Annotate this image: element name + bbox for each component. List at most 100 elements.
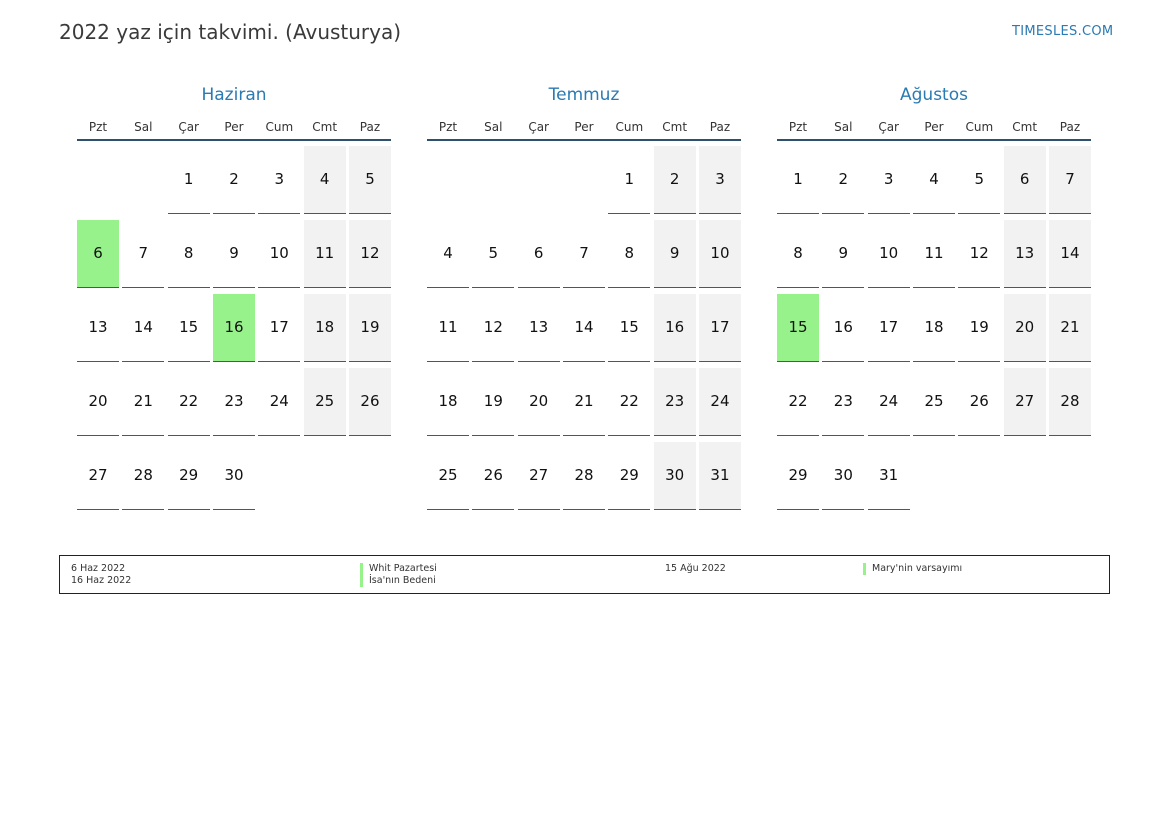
day-grid: 1 2 3 4 5 6 7 8 9 10 11 12 13 14 15 16 17 18 19 20 21 22 23 24 2…	[77, 146, 391, 510]
day-cell: 24	[867, 368, 910, 436]
day-cell: 1	[167, 146, 210, 214]
empty-cell	[122, 146, 164, 213]
day-cell: 5	[348, 146, 391, 214]
day-cell: 30	[653, 442, 696, 510]
day-cell: 4	[427, 220, 469, 288]
day-cell: 26	[348, 368, 391, 436]
month-calendar: Haziran Pzt Sal Çar Per Cum Cmt Paz 1 2 3 4 5 6 7 8 9 10 1…	[77, 84, 391, 510]
day-cell: 8	[167, 220, 210, 288]
weekday-label: Pzt	[88, 120, 108, 134]
day-cell: 16	[822, 294, 865, 362]
day-cell: 5	[958, 146, 1001, 214]
day-cell: 18	[303, 294, 346, 362]
day-cell: 15	[608, 294, 651, 362]
weekday-label: Cum	[265, 120, 294, 134]
day-cell: 2	[822, 146, 865, 214]
holiday-day-cell: 6	[77, 220, 119, 288]
weekday-label: Çar	[878, 120, 899, 134]
day-cell: 18	[912, 294, 955, 362]
day-cell: 28	[1048, 368, 1091, 436]
day-cell: 10	[258, 220, 301, 288]
month-calendar: Ağustos Pzt Sal Çar Per Cum Cmt Paz 1 2 3 4 5 6 7 8 9 10 1…	[777, 84, 1091, 510]
day-cell: 29	[777, 442, 819, 510]
month-calendar: Temmuz Pzt Sal Çar Per Cum Cmt Paz 1 2 3 4 5 6 7 8 9 10 11…	[427, 84, 741, 510]
month-name: Temmuz	[548, 85, 620, 105]
weekday-label: Sal	[484, 120, 503, 134]
month-name: Ağustos	[900, 85, 968, 105]
day-cell: 23	[212, 368, 255, 436]
day-cell: 11	[303, 220, 346, 288]
day-cell: 21	[1048, 294, 1091, 362]
day-cell: 26	[958, 368, 1001, 436]
weekday-label: Cmt	[312, 120, 338, 134]
day-cell: 15	[167, 294, 210, 362]
day-cell: 2	[212, 146, 255, 214]
day-cell: 3	[698, 146, 741, 214]
day-cell: 23	[653, 368, 696, 436]
weekday-header: Pzt Sal Çar Per Cum Cmt Paz	[427, 117, 741, 141]
empty-cell	[472, 146, 514, 213]
day-cell: 9	[822, 220, 865, 288]
holiday-day-cell: 15	[777, 294, 819, 362]
day-cell: 13	[1003, 220, 1046, 288]
weekday-label: Paz	[709, 120, 731, 134]
weekday-label: Cmt	[662, 120, 688, 134]
weekday-label: Per	[224, 120, 244, 134]
legend-date: 16 Haz 2022	[71, 575, 132, 586]
weekday-header: Pzt Sal Çar Per Cum Cmt Paz	[77, 117, 391, 141]
weekday-header: Pzt Sal Çar Per Cum Cmt Paz	[777, 117, 1091, 141]
day-cell: 25	[912, 368, 955, 436]
legend-holiday-name: İsa'nın Bedeni	[360, 575, 437, 587]
day-cell: 12	[348, 220, 391, 288]
day-cell: 24	[698, 368, 741, 436]
day-cell: 22	[167, 368, 210, 436]
day-cell: 7	[1048, 146, 1091, 214]
day-cell: 17	[258, 294, 301, 362]
day-cell: 30	[212, 442, 255, 510]
day-cell: 9	[212, 220, 255, 288]
day-cell: 16	[653, 294, 696, 362]
day-cell: 23	[822, 368, 865, 436]
page-title: 2022 yaz için takvimi. (Avusturya)	[59, 20, 402, 44]
weekday-label: Sal	[134, 120, 153, 134]
day-cell: 29	[608, 442, 651, 510]
day-cell: 18	[427, 368, 469, 436]
legend-names-left: Whit Pazartesi İsa'nın Bedeni	[360, 563, 437, 587]
day-cell: 27	[1003, 368, 1046, 436]
day-cell: 25	[303, 368, 346, 436]
day-cell: 21	[562, 368, 605, 436]
day-cell: 28	[122, 442, 165, 510]
weekday-label: Cum	[615, 120, 644, 134]
day-cell: 20	[517, 368, 560, 436]
day-cell: 21	[122, 368, 165, 436]
day-cell: 31	[698, 442, 741, 510]
day-cell: 19	[958, 294, 1001, 362]
legend-date: 6 Haz 2022	[71, 563, 126, 574]
day-cell: 31	[867, 442, 910, 510]
month-name: Haziran	[201, 85, 267, 105]
weekday-label: Paz	[359, 120, 381, 134]
weekday-label: Per	[924, 120, 944, 134]
day-cell: 8	[777, 220, 819, 288]
day-cell: 28	[562, 442, 605, 510]
day-cell: 17	[698, 294, 741, 362]
day-cell: 19	[348, 294, 391, 362]
brand-link[interactable]: TIMESLES.COM	[1012, 24, 1114, 39]
empty-cell	[563, 146, 605, 213]
day-cell: 5	[472, 220, 515, 288]
day-cell: 1	[608, 146, 651, 214]
day-cell: 19	[472, 368, 515, 436]
legend-date: 15 Ağu 2022	[665, 563, 726, 574]
weekday-label: Paz	[1059, 120, 1081, 134]
day-grid: 1 2 3 4 5 6 7 8 9 10 11 12 13 14 15 16 17 18 19 20 21 22 23 24 2…	[777, 146, 1091, 510]
empty-cell	[77, 146, 119, 213]
weekday-label: Cmt	[1012, 120, 1038, 134]
empty-cell	[427, 146, 469, 213]
weekday-label: Per	[574, 120, 594, 134]
day-cell: 6	[1003, 146, 1046, 214]
weekday-label: Sal	[834, 120, 853, 134]
weekday-label: Çar	[178, 120, 199, 134]
day-cell: 22	[608, 368, 651, 436]
day-cell: 27	[517, 442, 560, 510]
day-cell: 4	[303, 146, 346, 214]
